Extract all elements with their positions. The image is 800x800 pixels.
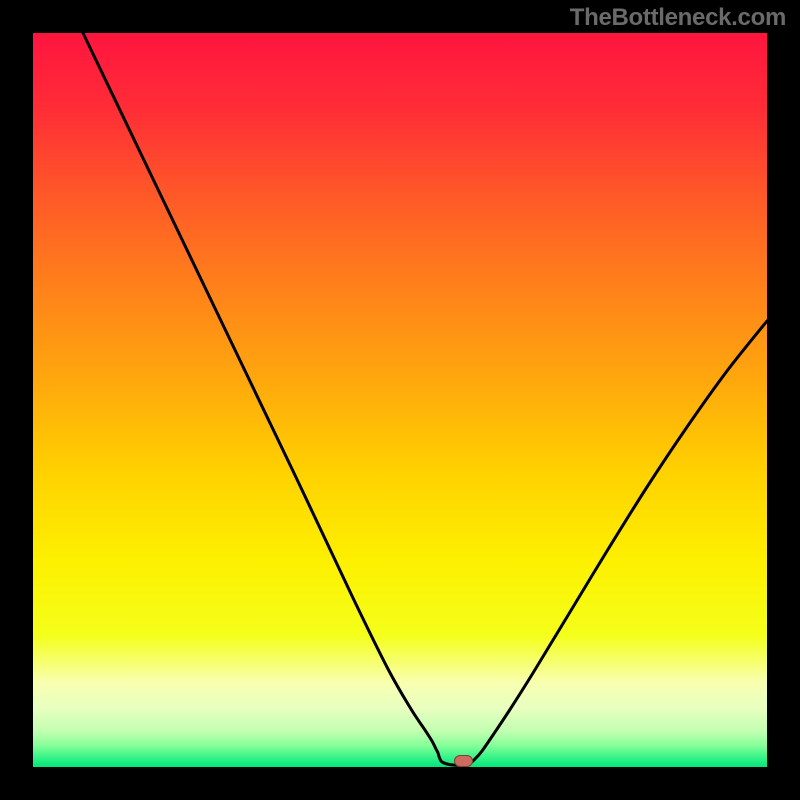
chart-container: TheBottleneck.com	[0, 0, 800, 800]
watermark-text: TheBottleneck.com	[570, 4, 786, 32]
optimum-marker	[454, 755, 473, 767]
bottleneck-plot	[33, 33, 767, 767]
plot-background	[33, 33, 767, 767]
